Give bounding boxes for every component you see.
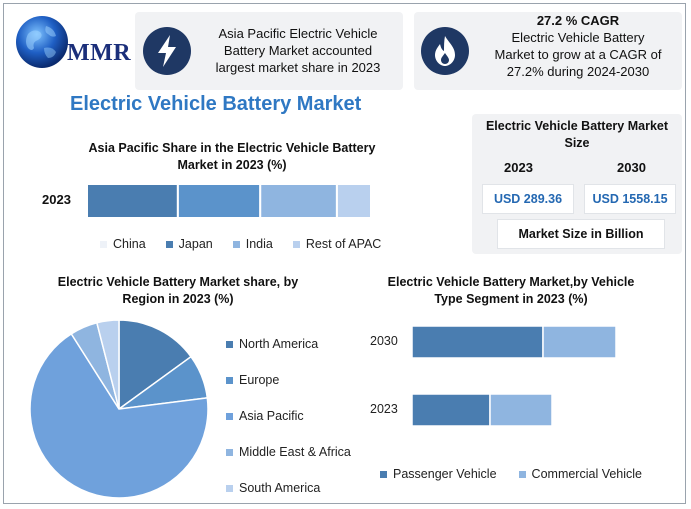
legend-swatch <box>100 240 107 248</box>
chart3-category-2023: 2023 <box>370 402 398 416</box>
card1-line1: Asia Pacific Electric Vehicle <box>218 26 378 41</box>
pie-slice-south-america <box>95 319 120 410</box>
pie-slice-asia-pacific <box>29 332 209 499</box>
chart2-legend-label: South America <box>239 481 321 495</box>
chart3-legend-commercial-label: Commercial Vehicle <box>531 467 643 481</box>
market-size-value-2023: USD 289.36 <box>482 184 574 214</box>
market-size-year-2023: 2023 <box>504 160 533 175</box>
legend-swatch <box>226 376 233 384</box>
chart2-legend-label: Middle East & Africa <box>239 445 351 459</box>
legend-swatch <box>380 470 387 478</box>
chart1-segment-india <box>259 183 338 219</box>
chart3-title-line2: Type Segment in 2023 (%) <box>434 292 588 306</box>
chart2-legend-south-america: South America <box>226 470 351 506</box>
legend-swatch <box>232 240 240 248</box>
chart1-stacked-bar <box>86 183 372 219</box>
chart1-title-line1: Asia Pacific Share in the Electric Vehic… <box>88 141 376 155</box>
legend-swatch <box>518 470 526 478</box>
flame-icon <box>421 27 469 75</box>
chart3-stacked-bars <box>411 325 617 427</box>
card2-line1: Electric Vehicle Battery <box>511 30 645 45</box>
legend-swatch <box>226 484 233 492</box>
card1-line3: largest market share in 2023 <box>215 60 381 75</box>
legend-swatch <box>226 448 233 456</box>
pie-slice-north-america <box>118 319 193 411</box>
chart2-legend-north-america: North America <box>226 326 351 362</box>
chart3-legend-passenger: Passenger Vehicle <box>380 467 497 481</box>
chart2-pie <box>29 319 209 499</box>
chart1-legend-india-label: India <box>245 237 273 251</box>
main-title: Electric Vehicle Battery Market <box>70 93 362 115</box>
chart1-legend-japan-label: Japan <box>178 237 213 251</box>
lightning-icon <box>143 27 191 75</box>
card2-line3: 27.2% during 2024-2030 <box>506 64 650 79</box>
chart2-legend-europe: Europe <box>226 362 351 398</box>
market-size-unit-label: Market Size in Billion <box>497 219 665 249</box>
chart3-bar-2023-commercial-vehicle <box>489 393 553 427</box>
chart3-title-line1: Electric Vehicle Battery Market,by Vehic… <box>387 275 635 289</box>
chart1-legend-rest-label: Rest of APAC <box>305 237 382 251</box>
market-size-value-2030: USD 1558.15 <box>584 184 676 214</box>
chart3-category-2030: 2030 <box>370 334 398 348</box>
chart1-legend-china: China <box>100 237 146 251</box>
chart3-legend-passenger-label: Passenger Vehicle <box>393 467 497 481</box>
chart2-legend-label: North America <box>239 337 319 351</box>
chart1-title-line2: Market in 2023 (%) <box>177 158 287 172</box>
chart1-legend-japan: Japan <box>165 237 213 251</box>
chart2-title-line1: Electric Vehicle Battery Market share, b… <box>57 275 299 289</box>
chart2-legend-mea: Middle East & Africa <box>226 434 351 470</box>
market-size-year-2030: 2030 <box>617 160 646 175</box>
chart2-title-line2: Region in 2023 (%) <box>122 292 234 306</box>
logo-text: MMR <box>67 40 132 66</box>
chart1-category-label: 2023 <box>42 192 71 207</box>
chart1-segment-rest-of-apac <box>335 183 372 219</box>
chart2-legend-label: Europe <box>239 373 280 387</box>
globe-icon <box>16 16 68 68</box>
chart1-segment-japan <box>176 183 262 219</box>
chart3-bar-2030-passenger-vehicle <box>411 325 544 359</box>
legend-swatch <box>226 340 233 348</box>
chart2-legend-asia-pacific: Asia Pacific <box>226 398 351 434</box>
chart1-segment-china <box>86 183 179 219</box>
cagr-headline: 27.2 % CAGR <box>536 13 620 28</box>
card2-line2: Market to grow at a CAGR of <box>494 47 662 62</box>
card1-line2: Battery Market accounted <box>223 43 373 58</box>
chart2-legend-label: Asia Pacific <box>239 409 304 423</box>
market-size-title-line1: Electric Vehicle Battery Market <box>485 119 669 133</box>
legend-swatch <box>226 412 233 420</box>
chart3-legend-commercial: Commercial Vehicle <box>518 467 643 481</box>
chart3-bar-2023-passenger-vehicle <box>411 393 491 427</box>
chart1-legend-rest: Rest of APAC <box>292 237 382 251</box>
chart3-bar-2030-commercial-vehicle <box>542 325 617 359</box>
legend-swatch <box>165 240 173 248</box>
legend-swatch <box>292 240 300 248</box>
market-size-title-line2: Size <box>564 136 590 150</box>
chart1-legend-india: India <box>232 237 273 251</box>
chart1-legend-china-label: China <box>113 237 146 251</box>
